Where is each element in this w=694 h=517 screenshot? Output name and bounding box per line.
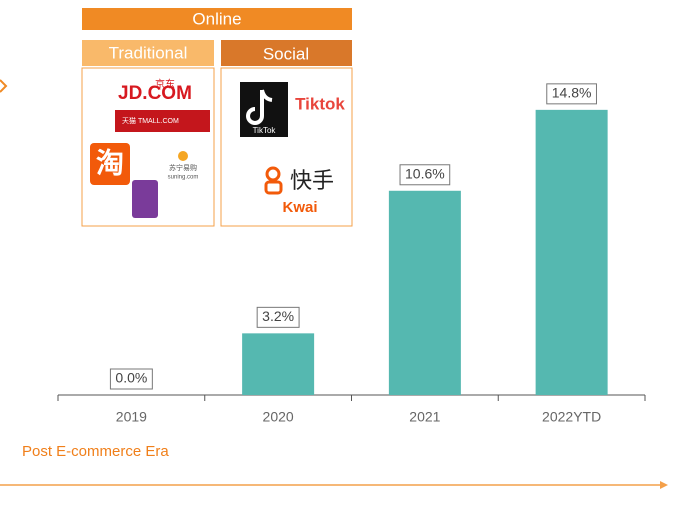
tiktok-note [246, 89, 273, 125]
x-tick-label: 2022YTD [542, 409, 601, 425]
kwai-icon-body [264, 180, 283, 195]
traditional-label: Traditional [109, 43, 188, 62]
traditional-box [81, 67, 215, 227]
x-tick-label: 2021 [409, 409, 440, 425]
bar [388, 190, 461, 395]
suning-logo: 苏宁易购 [169, 163, 197, 172]
online-header [82, 8, 352, 30]
value-label: 3.2% [262, 308, 294, 324]
value-label-box [399, 164, 451, 186]
value-label-box [256, 306, 300, 328]
tiktok-icon-text: TikTok [253, 126, 277, 135]
value-label-box [546, 83, 597, 105]
left-arrow [0, 79, 8, 93]
jd-logo: JD.COM [118, 83, 192, 104]
tmall-logo-bg [115, 110, 210, 132]
kuaishou-logo: 快手 [290, 168, 334, 193]
value-label: 0.0% [115, 370, 147, 386]
traditional-header [82, 40, 214, 66]
taobao-logo: 淘 [96, 147, 124, 178]
suning-icon [178, 151, 188, 161]
social-label: Social [263, 44, 309, 63]
bar [535, 109, 608, 395]
social-header [221, 40, 352, 66]
era-arrowhead [660, 481, 668, 489]
x-tick-label: 2020 [263, 409, 294, 425]
bar [242, 333, 315, 395]
era-label: Post E-commerce Era [22, 443, 169, 460]
pinduo-logo [132, 180, 158, 218]
social-box [220, 67, 353, 227]
tmall-logo: 天猫 TMALL.COM [122, 116, 179, 125]
value-label: 10.6% [405, 165, 445, 181]
jd-cn: 京东 [155, 78, 175, 91]
x-tick-label: 2019 [116, 409, 147, 425]
tiktok-logo: Tiktok [295, 94, 345, 113]
value-label-box [109, 368, 153, 390]
taobao-logo-bg [90, 143, 130, 185]
online-label: Online [192, 9, 241, 28]
suning-en: suning.com [168, 175, 199, 181]
kwai-icon [265, 166, 281, 182]
value-label: 14.8% [552, 85, 592, 101]
kwai-logo: Kwai [282, 199, 317, 216]
